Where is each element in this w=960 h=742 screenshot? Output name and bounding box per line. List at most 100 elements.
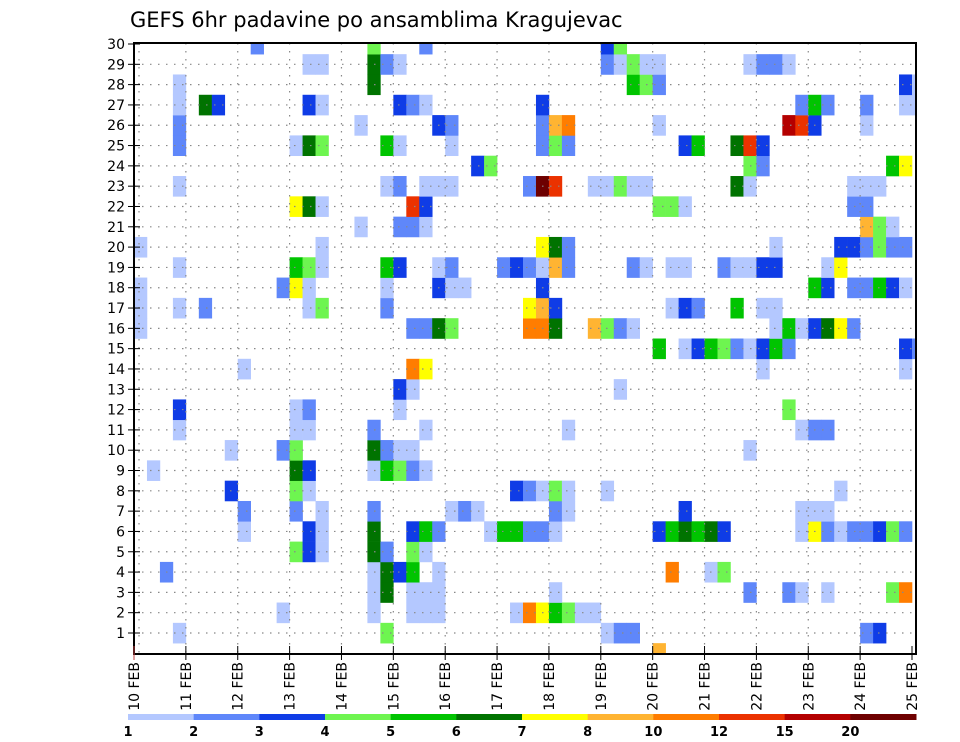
heatmap-cell bbox=[406, 94, 420, 116]
heatmap-cell bbox=[419, 541, 433, 563]
heatmap-cell bbox=[393, 176, 407, 197]
heatmap-cell bbox=[419, 419, 433, 441]
heatmap-cell bbox=[834, 480, 848, 502]
heatmap-cell bbox=[730, 135, 744, 157]
heatmap-cell bbox=[678, 500, 692, 522]
y-tick-label: 20 bbox=[107, 240, 125, 256]
y-tick-label: 6 bbox=[116, 524, 125, 540]
heatmap-cell bbox=[548, 257, 563, 278]
heatmap-cell bbox=[380, 54, 394, 75]
colorbar-segment bbox=[390, 714, 457, 720]
y-tick-label: 25 bbox=[107, 139, 125, 155]
heatmap-cell bbox=[873, 216, 887, 238]
colorbar-label: 8 bbox=[583, 725, 592, 740]
heatmap-cell bbox=[860, 115, 874, 136]
colorbar-segment bbox=[193, 714, 260, 720]
heatmap-cell bbox=[548, 602, 563, 624]
heatmap-cell bbox=[510, 521, 524, 542]
heatmap-cell bbox=[302, 277, 316, 299]
heatmap-cell bbox=[899, 74, 913, 96]
heatmap-cell bbox=[523, 318, 537, 339]
heatmap-cell bbox=[756, 338, 770, 360]
heatmap-cell bbox=[626, 176, 640, 197]
heatmap-cell bbox=[302, 54, 316, 75]
heatmap-cell bbox=[899, 236, 913, 258]
y-tick-label: 22 bbox=[107, 199, 125, 215]
heatmap-cell bbox=[795, 94, 809, 116]
heatmap-cell bbox=[769, 338, 783, 360]
heatmap-cell bbox=[458, 277, 472, 299]
heatmap-cell bbox=[315, 196, 329, 217]
x-tick-label: 18 FEB bbox=[542, 662, 558, 711]
heatmap-cell bbox=[315, 257, 329, 278]
heatmap-cell bbox=[289, 500, 303, 522]
heatmap-cell bbox=[561, 602, 576, 624]
heatmap-cell bbox=[380, 297, 394, 319]
heatmap-cell bbox=[548, 176, 563, 197]
heatmap-cell bbox=[548, 500, 563, 522]
heatmap-cell bbox=[860, 521, 874, 542]
heatmap-cell bbox=[419, 602, 433, 624]
y-tick-label: 10 bbox=[107, 443, 125, 459]
heatmap-cell bbox=[471, 155, 485, 177]
heatmap-cell bbox=[523, 297, 537, 319]
heatmap-cell bbox=[380, 460, 394, 481]
heatmap-cell bbox=[289, 419, 303, 441]
colorbar-label: 20 bbox=[841, 725, 859, 740]
x-tick-label: 13 FEB bbox=[283, 662, 299, 711]
heatmap-cell bbox=[912, 94, 917, 116]
heatmap-cell bbox=[172, 622, 187, 644]
heatmap-cell bbox=[419, 460, 433, 481]
heatmap-cell bbox=[419, 318, 433, 339]
heatmap-cell bbox=[873, 176, 887, 197]
heatmap-cell bbox=[860, 94, 874, 116]
heatmap-cell bbox=[302, 399, 316, 421]
heatmap-cell bbox=[302, 480, 316, 502]
heatmap-cell bbox=[561, 115, 576, 136]
heatmap-cell bbox=[873, 622, 887, 644]
heatmap-cell bbox=[406, 216, 420, 238]
heatmap-cell bbox=[315, 135, 329, 157]
heatmap-cell bbox=[899, 94, 913, 116]
heatmap-cell bbox=[652, 521, 666, 542]
heatmap-cell bbox=[172, 176, 187, 197]
x-tick-label: 22 FEB bbox=[749, 662, 765, 711]
heatmap-cell bbox=[393, 135, 407, 157]
heatmap-cell bbox=[769, 318, 783, 339]
heatmap-cell bbox=[134, 277, 148, 299]
heatmap-cell bbox=[289, 480, 303, 502]
heatmap-cell bbox=[315, 500, 329, 522]
heatmap-cell bbox=[445, 135, 459, 157]
heatmap-cell bbox=[445, 500, 459, 522]
heatmap-cell bbox=[406, 460, 420, 481]
heatmap-cell bbox=[886, 582, 900, 603]
heatmap-cell bbox=[782, 338, 796, 360]
heatmap-cell bbox=[393, 54, 407, 75]
heatmap-cell bbox=[860, 236, 874, 258]
heatmap-cell bbox=[393, 460, 407, 481]
heatmap-cell bbox=[821, 419, 835, 441]
heatmap-cell bbox=[821, 257, 835, 278]
colorbar-label: 1 bbox=[123, 725, 132, 740]
heatmap-cell bbox=[821, 94, 835, 116]
heatmap-cell bbox=[315, 94, 329, 116]
heatmap-cell bbox=[652, 54, 666, 75]
heatmap-cell bbox=[134, 297, 148, 319]
heatmap-cell bbox=[354, 216, 368, 238]
grid-layer bbox=[134, 43, 916, 654]
heatmap-cell bbox=[756, 54, 770, 75]
colorbar-segment bbox=[850, 714, 917, 720]
heatmap-cell bbox=[523, 480, 537, 502]
heatmap-cell bbox=[471, 500, 485, 522]
heatmap-cell bbox=[821, 500, 835, 522]
heatmap-cell bbox=[847, 196, 861, 217]
heatmap-cell bbox=[860, 277, 874, 299]
colorbar-segment bbox=[325, 714, 392, 720]
heatmap-cell bbox=[497, 257, 511, 278]
heatmap-cell bbox=[886, 236, 900, 258]
heatmap-cell bbox=[419, 521, 433, 542]
heatmap-cell bbox=[406, 561, 420, 583]
heatmap-cell bbox=[665, 196, 679, 217]
heatmap-cell bbox=[315, 541, 329, 563]
heatmap-cell bbox=[445, 277, 459, 299]
